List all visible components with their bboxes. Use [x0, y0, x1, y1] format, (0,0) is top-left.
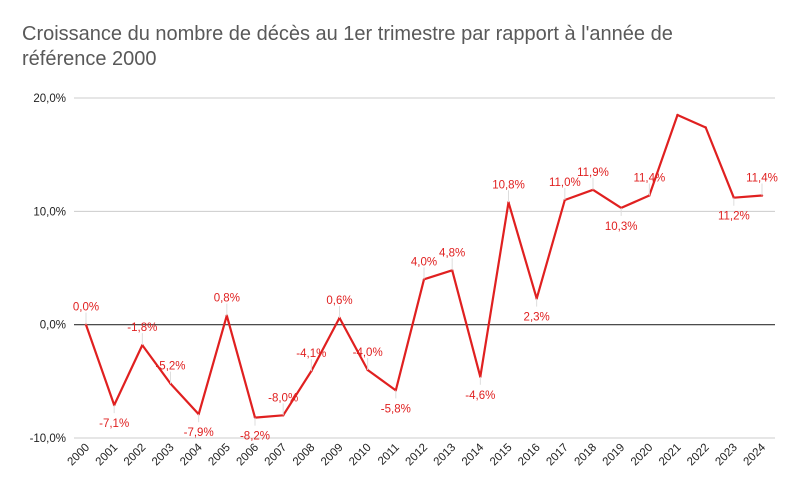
- x-axis-ticks: 2000 2001 2002 2003 2004 2005 2006 2007 2008 2009…: [66, 441, 769, 468]
- data-label: -4,0%: [353, 347, 383, 359]
- data-label: 11,0%: [549, 177, 581, 189]
- y-tick-label: 10,0%: [33, 206, 66, 218]
- data-label: 10,8%: [492, 179, 525, 191]
- data-label: 0,8%: [214, 293, 240, 305]
- data-label: 10,3%: [605, 221, 638, 233]
- x-tick-label: 2000: [66, 442, 93, 469]
- data-label: 11,2%: [718, 211, 750, 223]
- data-label: 4,0%: [411, 256, 437, 268]
- x-tick-label: 2004: [178, 441, 205, 468]
- gridlines: [74, 97, 775, 439]
- chart-title: Croissance du nombre de décès au 1er tri…: [22, 23, 673, 70]
- x-tick-label: 2018: [573, 442, 600, 469]
- x-tick-label: 2007: [263, 442, 290, 469]
- y-tick-label: 20,0%: [33, 93, 66, 105]
- y-axis-ticks: 20,0% 10,0% 0,0% -10,0%: [30, 93, 66, 445]
- data-point: [394, 389, 398, 392]
- data-point: [535, 297, 538, 300]
- x-tick-label: 2023: [713, 442, 740, 469]
- x-tick-label: 2014: [460, 441, 487, 468]
- data-label: -1,8%: [127, 322, 157, 334]
- data-label: 0,6%: [326, 295, 352, 307]
- x-tick-label: 2003: [150, 442, 177, 469]
- x-tick-label: 2013: [432, 442, 459, 469]
- x-tick-label: 2008: [291, 442, 318, 469]
- x-tick-label: 2020: [629, 442, 656, 469]
- data-point: [704, 126, 707, 129]
- x-tick-label: 2019: [601, 442, 628, 469]
- data-labels: 0,0% -7,1% -1,8% -5,2% -7,9% 0,8% -8,2% -8,0% -4…: [73, 167, 778, 443]
- data-label: -4,6%: [465, 390, 495, 402]
- data-label: -5,2%: [155, 361, 185, 373]
- data-label: -8,2%: [240, 431, 270, 443]
- data-label: 0,0%: [73, 302, 99, 314]
- x-tick-label: 2001: [94, 442, 121, 469]
- x-tick-label: 2021: [657, 442, 684, 469]
- data-label: 11,4%: [746, 172, 778, 184]
- y-tick-label: -10,0%: [30, 433, 66, 445]
- data-label: -8,0%: [268, 392, 298, 404]
- data-label: -7,1%: [99, 418, 129, 430]
- data-label: -5,8%: [381, 403, 411, 415]
- x-tick-label: 2015: [488, 442, 515, 469]
- x-tick-label: 2006: [235, 442, 262, 469]
- x-tick-label: 2010: [347, 442, 374, 469]
- data-label: 4,8%: [439, 247, 465, 259]
- data-label: -7,9%: [184, 427, 214, 439]
- x-tick-label: 2022: [685, 442, 712, 469]
- x-tick-label: 2009: [319, 442, 346, 469]
- data-point: [253, 416, 257, 419]
- x-tick-label: 2005: [206, 442, 233, 469]
- x-tick-label: 2017: [544, 442, 571, 469]
- data-label: 11,9%: [577, 167, 609, 179]
- data-label: 11,4%: [633, 172, 665, 184]
- y-tick-label: 0,0%: [40, 320, 66, 332]
- data-point: [112, 403, 116, 407]
- data-label: -4,1%: [296, 348, 326, 360]
- x-tick-label: 2012: [404, 442, 431, 469]
- data-label: 2,3%: [524, 312, 550, 324]
- data-point: [676, 113, 679, 117]
- x-tick-label: 2011: [376, 442, 402, 468]
- x-tick-label: 2016: [516, 442, 543, 469]
- x-tick-label: 2024: [742, 441, 769, 468]
- x-tick-label: 2002: [122, 442, 149, 469]
